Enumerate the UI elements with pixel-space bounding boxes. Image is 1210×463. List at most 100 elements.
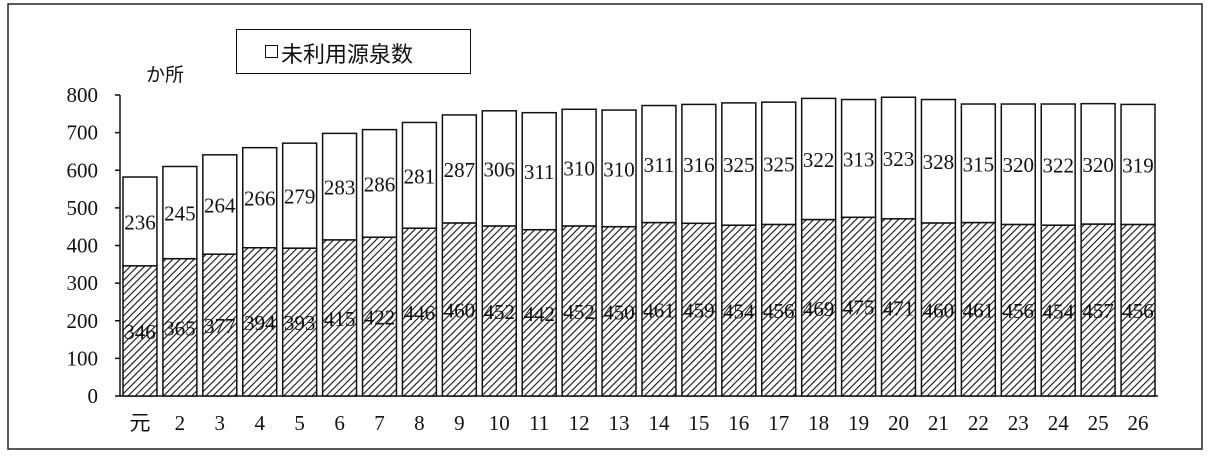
bar-segment-bottom xyxy=(601,225,637,397)
chart-outer-border xyxy=(7,3,1203,450)
x-tick-label: 元 xyxy=(129,411,150,435)
bar-segment-unused xyxy=(641,104,677,224)
x-tick-label: 8 xyxy=(414,411,425,435)
x-tick-label: 9 xyxy=(454,411,465,435)
bar-segment-bottom xyxy=(1080,223,1116,397)
bar-segment-bottom xyxy=(761,223,797,397)
x-tick-label: 11 xyxy=(529,411,549,435)
bar-segment-unused xyxy=(521,111,557,231)
data-label-bottom: 450 xyxy=(603,300,635,324)
data-label-bottom: 454 xyxy=(1042,300,1074,324)
data-label-unused: 320 xyxy=(1003,153,1035,177)
data-label-unused: 236 xyxy=(124,210,156,234)
data-label-unused: 328 xyxy=(923,150,955,174)
y-tick-label: 400 xyxy=(67,234,99,258)
y-axis-unit-label: か所 xyxy=(146,64,185,86)
data-label-unused: 245 xyxy=(164,202,196,226)
bar-segment-unused xyxy=(800,97,837,221)
bar-segment-unused xyxy=(441,114,478,224)
data-label-bottom: 461 xyxy=(963,298,995,322)
data-label-unused: 310 xyxy=(603,157,635,181)
bar-segment-unused xyxy=(681,103,717,225)
data-label-bottom: 457 xyxy=(1082,299,1114,323)
bar-segment-unused xyxy=(561,108,597,227)
y-tick-label: 200 xyxy=(67,309,99,333)
y-tick-label: 700 xyxy=(67,121,99,145)
bars xyxy=(122,96,1156,397)
bar-segment-bottom xyxy=(1040,224,1076,397)
bar-segment-bottom xyxy=(281,247,318,397)
x-tick-label: 24 xyxy=(1048,411,1070,435)
data-label-unused: 286 xyxy=(364,172,396,196)
data-label-bottom: 456 xyxy=(1122,299,1154,323)
x-tick-label: 12 xyxy=(569,411,590,435)
bar-segment-unused xyxy=(761,101,797,226)
x-tick-label: 7 xyxy=(374,411,385,435)
data-label-bottom: 415 xyxy=(324,307,356,331)
bar-segment-unused xyxy=(880,96,917,220)
data-label-bottom: 456 xyxy=(1003,299,1035,323)
data-label-bottom: 452 xyxy=(563,300,595,324)
data-label-bottom: 422 xyxy=(364,306,396,330)
bar-segment-unused xyxy=(1000,103,1036,226)
bar-segment-unused xyxy=(721,102,757,226)
data-labels: 236 346 245 365 264 377 266 394 279 393 283 415 286 4… xyxy=(124,147,1154,344)
bar-segment-unused xyxy=(321,132,358,241)
y-tick-label: 500 xyxy=(67,196,99,220)
data-label-bottom: 456 xyxy=(763,299,795,323)
x-tick-label: 25 xyxy=(1088,411,1109,435)
data-label-unused: 319 xyxy=(1122,153,1154,177)
legend-label-unused: 未利用源泉数 xyxy=(281,43,414,68)
data-label-unused: 279 xyxy=(284,185,316,209)
data-label-unused: 283 xyxy=(324,176,356,200)
bar-segment-unused xyxy=(840,98,877,219)
bar-segment-unused xyxy=(920,98,957,224)
data-label-unused: 266 xyxy=(244,187,276,211)
data-label-unused: 322 xyxy=(1042,154,1074,178)
bar-segment-bottom xyxy=(242,247,278,397)
x-tick-label: 18 xyxy=(808,411,829,435)
y-tick-label: 600 xyxy=(67,158,99,182)
data-label-bottom: 460 xyxy=(444,298,476,322)
x-tick-label: 10 xyxy=(489,411,510,435)
data-label-bottom: 446 xyxy=(404,301,436,325)
y-tick-label: 100 xyxy=(67,346,99,370)
legend-swatch-unused xyxy=(265,45,278,58)
bar-segment-bottom xyxy=(721,224,757,397)
data-label-unused: 320 xyxy=(1082,153,1114,177)
data-label-bottom: 452 xyxy=(484,300,516,324)
x-tick-label: 5 xyxy=(294,411,305,435)
data-label-unused: 322 xyxy=(803,148,835,172)
x-tick-label: 15 xyxy=(688,411,709,435)
bar-segment-unused xyxy=(242,146,278,249)
bar-segment-unused xyxy=(1040,103,1076,226)
bar-segment-bottom xyxy=(202,253,238,397)
x-tick-label: 21 xyxy=(928,411,949,435)
data-label-bottom: 475 xyxy=(843,296,875,320)
data-label-unused: 316 xyxy=(683,153,715,177)
data-label-unused: 313 xyxy=(843,147,875,171)
bar-segment-unused xyxy=(481,110,517,227)
y-tick-label: 800 xyxy=(67,83,99,107)
data-label-bottom: 346 xyxy=(124,320,156,344)
x-tick-label: 14 xyxy=(648,411,670,435)
data-label-bottom: 471 xyxy=(883,296,915,320)
bar-segment-unused xyxy=(361,128,398,238)
bar-segment-bottom xyxy=(321,239,358,397)
bar-segment-bottom xyxy=(1000,223,1036,397)
bar-segment-bottom xyxy=(122,265,158,397)
bar-segment-unused xyxy=(1080,102,1116,225)
x-tick-label: 2 xyxy=(175,411,186,435)
bar-segment-unused xyxy=(281,142,318,249)
data-label-unused: 287 xyxy=(444,158,476,182)
x-tick-label: 22 xyxy=(968,411,989,435)
data-label-bottom: 469 xyxy=(803,297,835,321)
x-tick-label: 16 xyxy=(728,411,749,435)
x-tick-label: 19 xyxy=(848,411,869,435)
data-label-bottom: 459 xyxy=(683,299,715,323)
data-label-bottom: 442 xyxy=(523,302,555,326)
bar-segment-bottom xyxy=(361,236,398,397)
data-label-bottom: 454 xyxy=(723,300,755,324)
x-tick-label: 26 xyxy=(1128,411,1149,435)
